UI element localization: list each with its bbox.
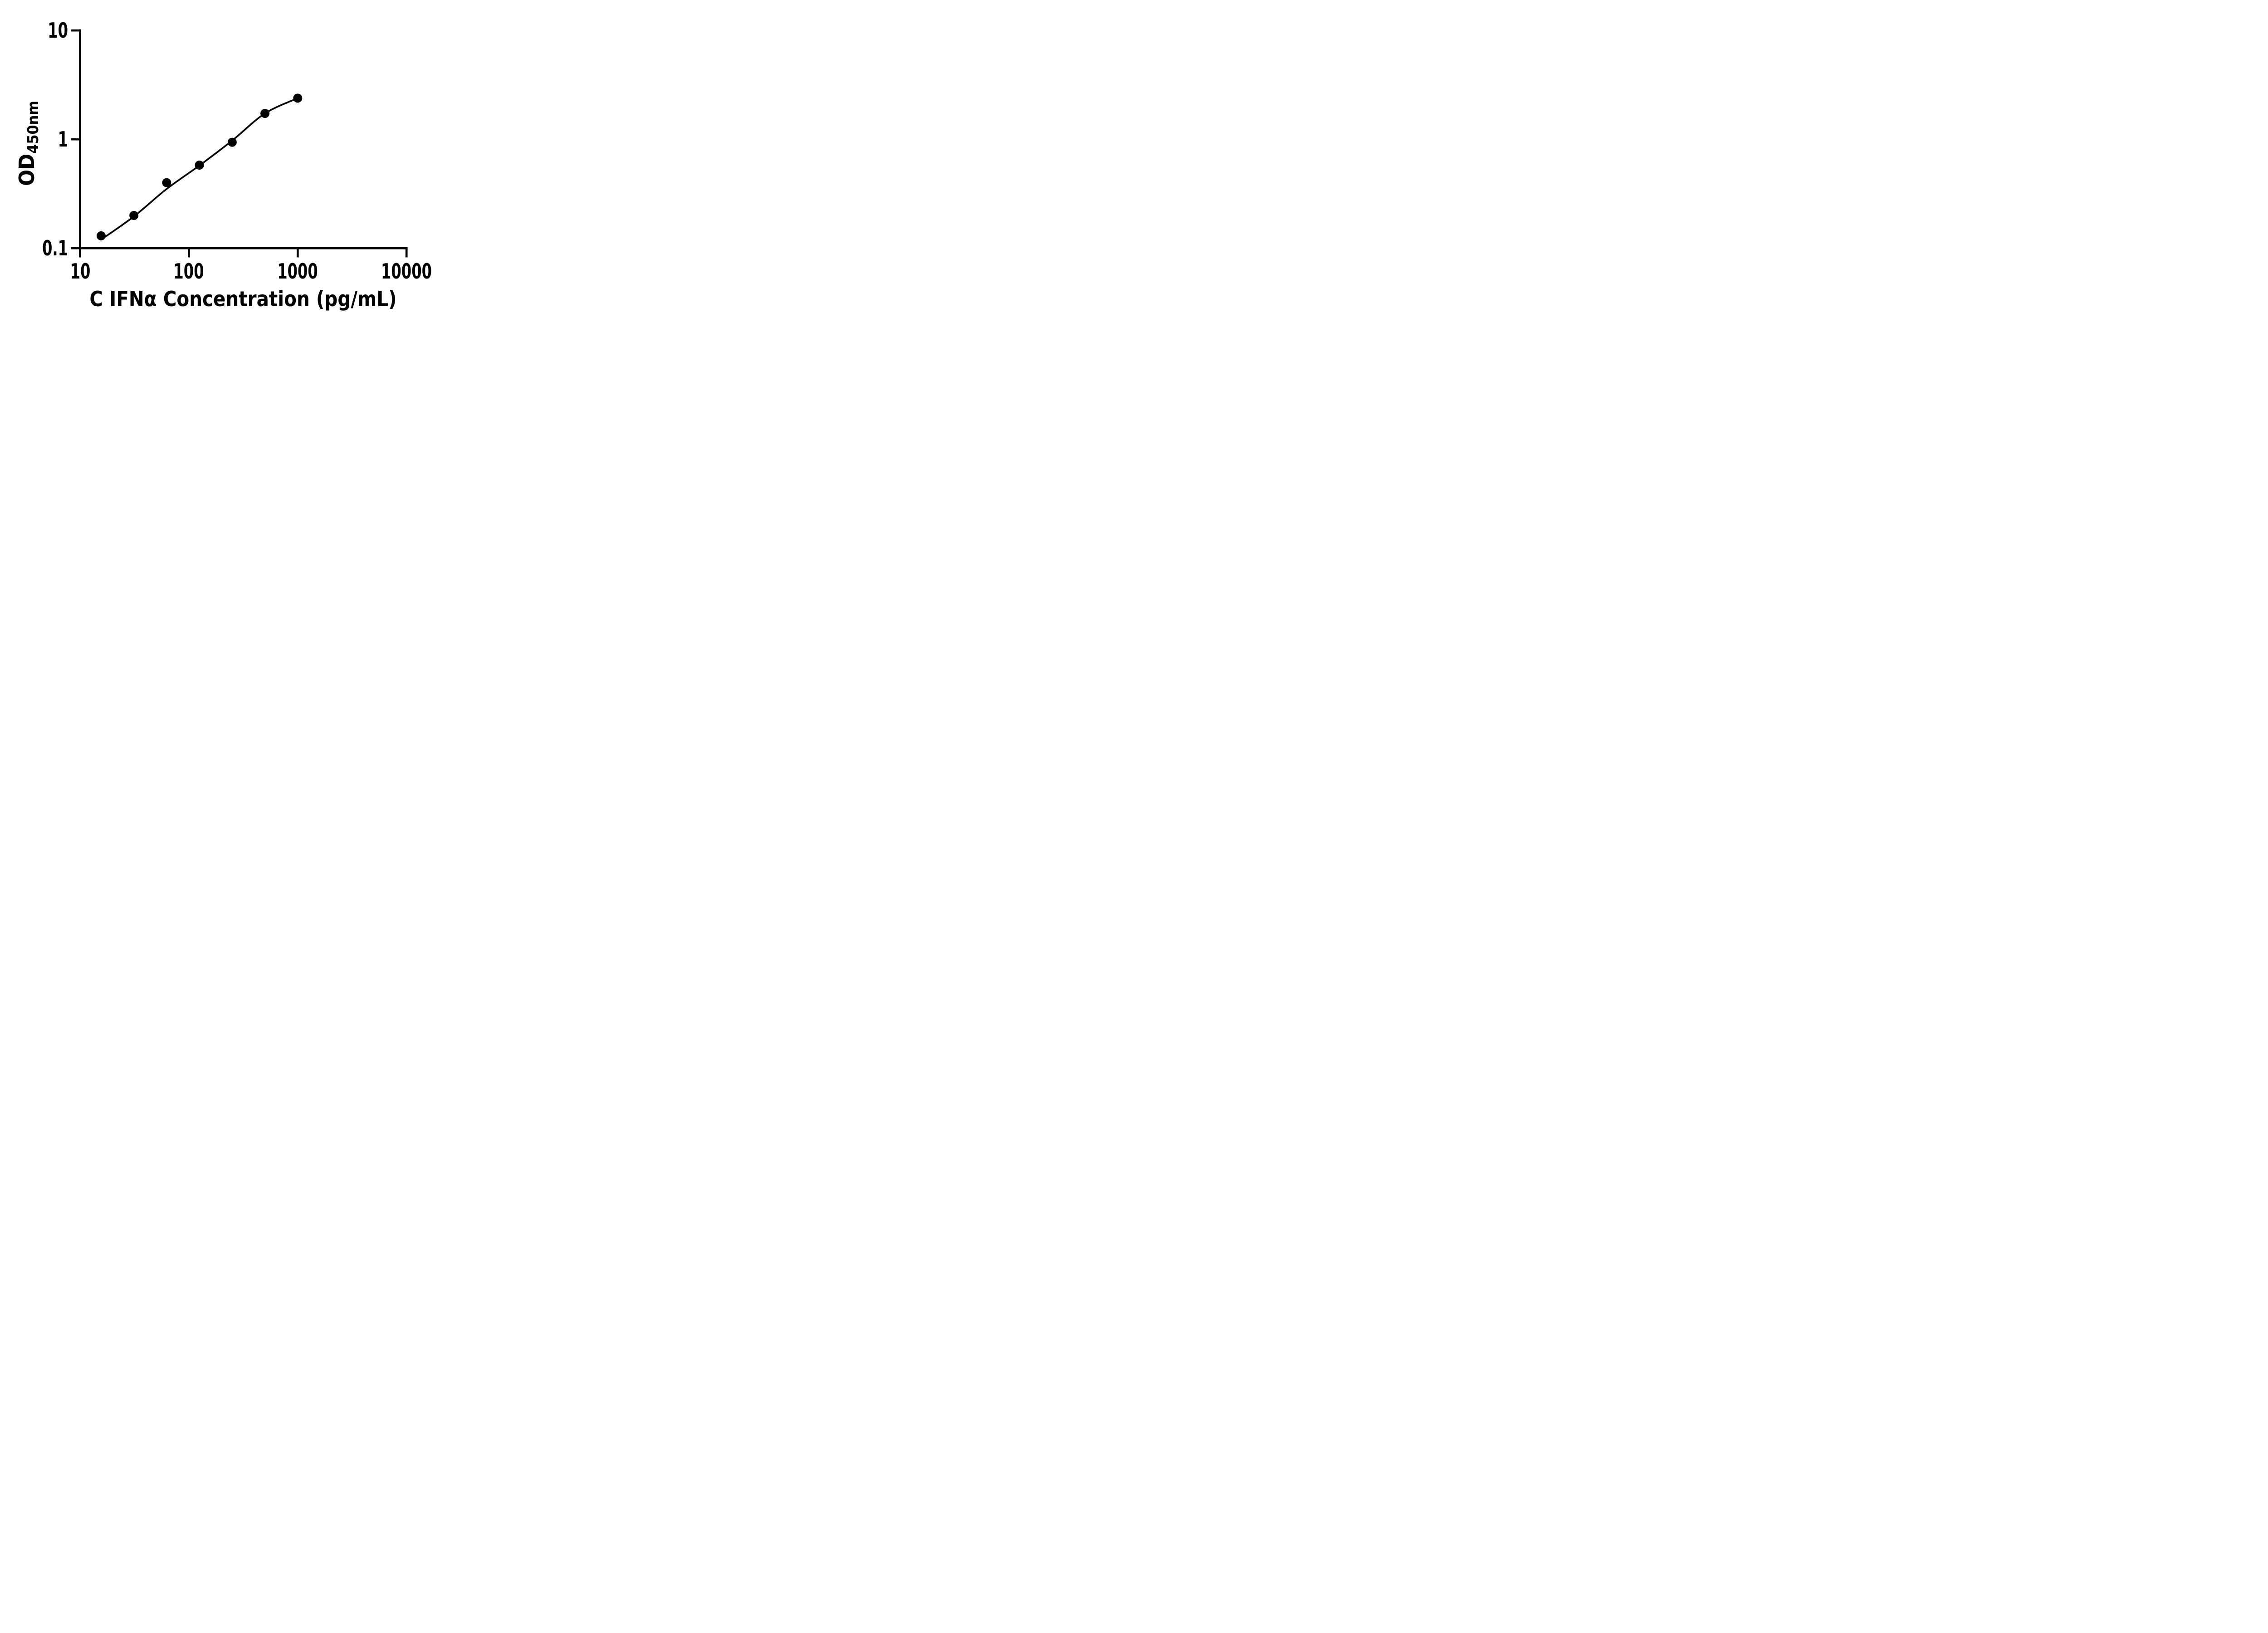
y-tick-label: 10 (48, 18, 68, 43)
y-tick-label: 1 (58, 127, 68, 152)
y-axis-title: OD450nm (15, 101, 44, 186)
x-tick-label: 1000 (277, 259, 318, 284)
data-point-dot (227, 137, 237, 147)
standard-curve-figure: 10 1 0.1 10 100 1000 10000 OD450nm C IFNα Con… (0, 0, 457, 327)
x-tick-label: 10000 (381, 259, 432, 284)
data-point-dot (97, 231, 106, 240)
x-axis-title: C IFNα Concentration (pg/mL) (89, 287, 397, 311)
standard-curve-plot (71, 29, 408, 258)
x-tick-label: 100 (173, 259, 205, 284)
data-point-dot (260, 109, 270, 118)
y-axis-title-subscript: 450nm (24, 101, 42, 154)
data-point-dot (195, 161, 204, 170)
y-tick-label: 0.1 (42, 236, 68, 261)
data-point-dot (129, 211, 139, 220)
y-axis-title-main: OD (15, 153, 39, 186)
data-point-dot (293, 93, 303, 103)
data-point-dot (162, 178, 171, 187)
x-tick-label: 10 (70, 259, 90, 284)
